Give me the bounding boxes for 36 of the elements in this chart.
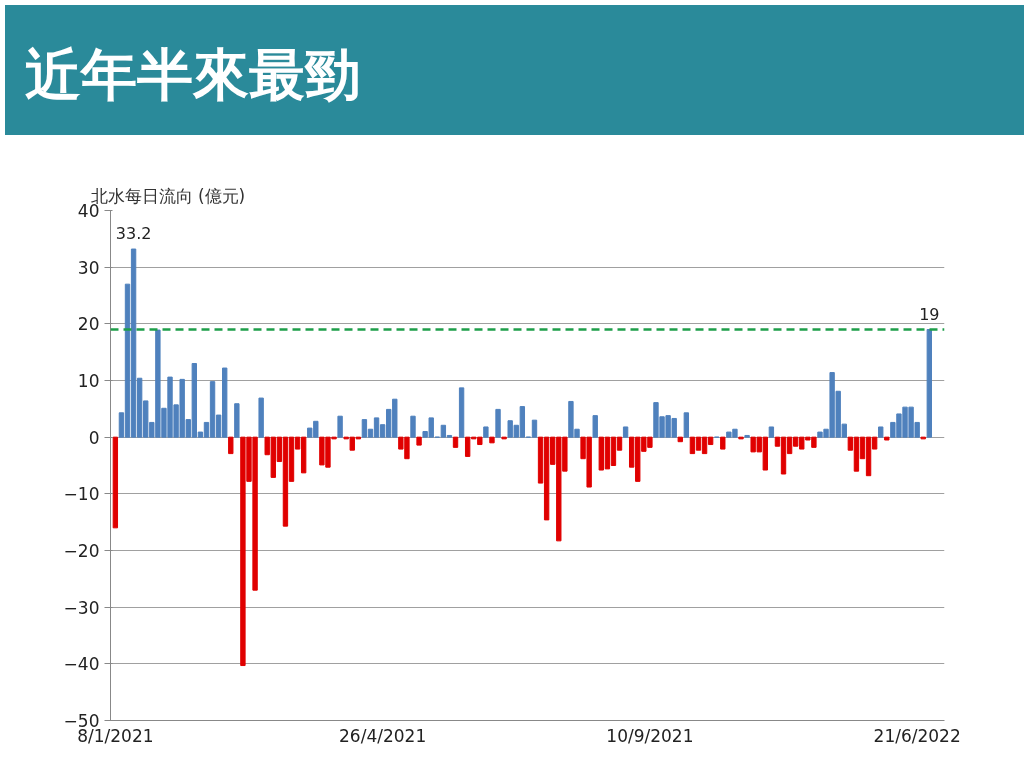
data-label: 19 bbox=[919, 304, 940, 324]
y-tick-label: 10 bbox=[77, 371, 100, 391]
bar bbox=[337, 415, 343, 438]
x-tick-label: 21/6/2022 bbox=[873, 725, 961, 746]
bar bbox=[416, 436, 422, 446]
data-label: 33.2 bbox=[115, 224, 152, 244]
bar bbox=[458, 387, 465, 438]
bar bbox=[452, 436, 459, 448]
bar bbox=[234, 403, 240, 438]
bar bbox=[884, 436, 890, 441]
bar bbox=[677, 436, 683, 443]
bar bbox=[483, 426, 489, 438]
bar bbox=[410, 415, 416, 438]
bar bbox=[768, 426, 775, 438]
bar bbox=[926, 329, 932, 438]
y-tick-label: −20 bbox=[63, 541, 100, 561]
bar bbox=[878, 426, 884, 438]
bar bbox=[258, 397, 264, 438]
bar bbox=[683, 412, 690, 438]
bar bbox=[592, 415, 598, 438]
y-tick-label: 30 bbox=[77, 257, 100, 278]
y-tick-label: −40 bbox=[63, 654, 100, 675]
x-tick-label: 26/4/2021 bbox=[339, 725, 427, 746]
y-tick-label: 0 bbox=[88, 427, 100, 448]
x-tick-label: 10/9/2021 bbox=[606, 725, 694, 746]
chart-title: 近年半來最勁 bbox=[25, 41, 361, 109]
bar bbox=[228, 436, 234, 455]
bar bbox=[495, 408, 501, 438]
bar bbox=[489, 436, 495, 444]
bar bbox=[622, 426, 629, 438]
bar bbox=[112, 436, 119, 529]
y-tick-label: −30 bbox=[63, 597, 100, 618]
y-tick-label: 20 bbox=[77, 314, 100, 335]
y-axis-title: 北水每日流向 (億元) bbox=[90, 185, 246, 206]
bar bbox=[720, 436, 726, 450]
y-tick-label: −10 bbox=[63, 484, 100, 505]
